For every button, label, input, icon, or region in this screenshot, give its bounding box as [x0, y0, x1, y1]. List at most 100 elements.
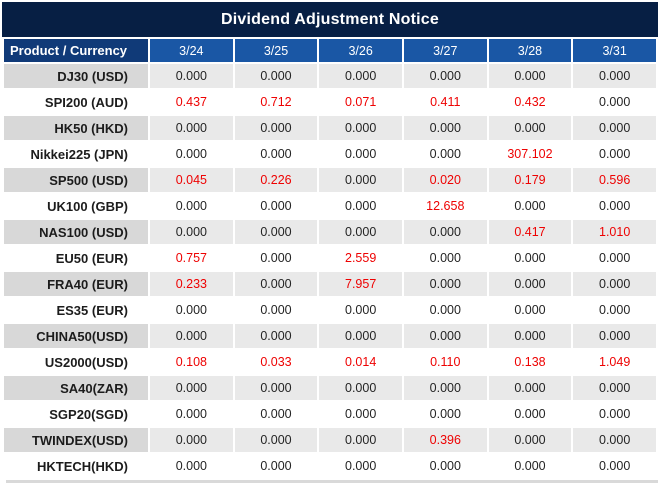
dividend-value-cell: 0.000: [319, 324, 402, 348]
product-name-cell: US2000(USD): [4, 350, 148, 374]
dividend-value-cell: 0.411: [403, 90, 487, 114]
dividend-value-cell: 0.000: [488, 298, 572, 322]
dividend-value-cell: 0.000: [488, 116, 572, 140]
table-row: DJ30 (USD) 0.000 0.000 0.000 0.000 0.000 0.000: [4, 64, 656, 88]
dividend-value-cell: 0.596: [573, 168, 656, 192]
dividend-value-cell: 0.000: [319, 168, 402, 192]
dividend-value-cell: 0.179: [488, 168, 572, 192]
dividend-value-cell: 0.000: [488, 324, 572, 348]
table-row: SP500 (USD) 0.045 0.226 0.000 0.020 0.179 0.59…: [4, 168, 656, 192]
table-row: UK100 (GBP) 0.000 0.000 0.000 12.658 0.000 0.0…: [4, 194, 656, 218]
dividend-value-cell: 0.000: [573, 90, 656, 114]
dividend-value-cell: 0.000: [150, 220, 233, 244]
dividend-value-cell: 0.138: [488, 350, 572, 374]
dividend-value-cell: 0.000: [403, 454, 487, 478]
dividend-value-cell: 0.020: [403, 168, 487, 192]
dividend-value-cell: 0.000: [488, 272, 572, 296]
dividend-value-cell: 0.000: [488, 402, 572, 426]
dividend-value-cell: 0.000: [488, 454, 572, 478]
dividend-value-cell: 307.102: [488, 142, 572, 166]
dividend-value-cell: 0.000: [150, 64, 233, 88]
dividend-value-cell: 0.000: [319, 64, 402, 88]
dividend-value-cell: 0.000: [573, 324, 656, 348]
dividend-value-cell: 0.000: [573, 194, 656, 218]
table-row: Nikkei225 (JPN) 0.000 0.000 0.000 0.000 307.1…: [4, 142, 656, 166]
dividend-value-cell: 0.000: [573, 272, 656, 296]
table-row: SGP20(SGD) 0.000 0.000 0.000 0.000 0.000 0.000: [4, 402, 656, 426]
dividend-value-cell: 7.957: [319, 272, 402, 296]
dividend-value-cell: 0.000: [234, 194, 318, 218]
dividend-value-cell: 0.033: [234, 350, 318, 374]
dividend-value-cell: 0.000: [150, 376, 233, 400]
dividend-value-cell: 0.000: [573, 428, 656, 452]
dividend-value-cell: 2.559: [319, 246, 402, 270]
dividend-value-cell: 0.757: [150, 246, 233, 270]
product-name-cell: NAS100 (USD): [4, 220, 148, 244]
dividend-value-cell: 0.000: [573, 298, 656, 322]
dividend-value-cell: 0.000: [319, 298, 402, 322]
product-name-cell: Nikkei225 (JPN): [4, 142, 148, 166]
dividend-value-cell: 0.000: [573, 246, 656, 270]
dividend-value-cell: 0.000: [150, 324, 233, 348]
dividend-value-cell: 0.000: [319, 402, 402, 426]
dividend-value-cell: 0.000: [573, 64, 656, 88]
table-bottom-shadow: [6, 480, 658, 483]
product-name-cell: SA40(ZAR): [4, 376, 148, 400]
date-column-header: 3/31: [573, 39, 656, 62]
dividend-value-cell: 0.437: [150, 90, 233, 114]
dividend-value-cell: 0.000: [234, 324, 318, 348]
dividend-value-cell: 0.000: [319, 428, 402, 452]
dividend-value-cell: 0.000: [234, 272, 318, 296]
dividend-value-cell: 0.226: [234, 168, 318, 192]
product-name-cell: TWINDEX(USD): [4, 428, 148, 452]
dividend-value-cell: 0.000: [488, 64, 572, 88]
dividend-value-cell: 0.432: [488, 90, 572, 114]
date-column-header: 3/24: [150, 39, 233, 62]
dividend-value-cell: 0.000: [403, 64, 487, 88]
table-row: HKTECH(HKD) 0.000 0.000 0.000 0.000 0.000 0.00…: [4, 454, 656, 478]
dividend-value-cell: 0.000: [234, 402, 318, 426]
date-column-header: 3/26: [319, 39, 402, 62]
table-row: EU50 (EUR) 0.757 0.000 2.559 0.000 0.000 0.000: [4, 246, 656, 270]
dividend-value-cell: 0.000: [234, 220, 318, 244]
dividend-value-cell: 0.000: [234, 298, 318, 322]
dividend-value-cell: 0.000: [319, 454, 402, 478]
dividend-value-cell: 0.000: [234, 428, 318, 452]
product-name-cell: DJ30 (USD): [4, 64, 148, 88]
table-row: SPI200 (AUD) 0.437 0.712 0.071 0.411 0.432 0.0…: [4, 90, 656, 114]
date-column-header: 3/28: [488, 39, 572, 62]
dividend-value-cell: 0.000: [150, 298, 233, 322]
table-row: TWINDEX(USD) 0.000 0.000 0.000 0.396 0.000 0.0…: [4, 428, 656, 452]
product-name-cell: HK50 (HKD): [4, 116, 148, 140]
product-name-cell: UK100 (GBP): [4, 194, 148, 218]
dividend-value-cell: 0.000: [488, 194, 572, 218]
dividend-value-cell: 0.000: [488, 428, 572, 452]
dividend-value-cell: 0.071: [319, 90, 402, 114]
product-name-cell: SP500 (USD): [4, 168, 148, 192]
dividend-value-cell: 0.000: [403, 142, 487, 166]
dividend-value-cell: 0.000: [150, 194, 233, 218]
dividend-value-cell: 1.010: [573, 220, 656, 244]
dividend-value-cell: 0.000: [403, 324, 487, 348]
table-row: HK50 (HKD) 0.000 0.000 0.000 0.000 0.000 0.000: [4, 116, 656, 140]
dividend-value-cell: 0.000: [234, 454, 318, 478]
dividend-value-cell: 0.000: [573, 376, 656, 400]
dividend-value-cell: 0.000: [234, 376, 318, 400]
product-name-cell: HKTECH(HKD): [4, 454, 148, 478]
dividend-value-cell: 0.108: [150, 350, 233, 374]
date-column-header: 3/27: [403, 39, 487, 62]
page-title: Dividend Adjustment Notice: [221, 10, 439, 28]
dividend-value-cell: 0.000: [573, 402, 656, 426]
dividend-value-cell: 0.000: [150, 402, 233, 426]
dividend-value-cell: 0.000: [488, 246, 572, 270]
dividend-value-cell: 0.000: [234, 64, 318, 88]
dividend-value-cell: 12.658: [403, 194, 487, 218]
dividend-value-cell: 0.000: [573, 142, 656, 166]
date-column-header: 3/25: [234, 39, 318, 62]
product-name-cell: SGP20(SGD): [4, 402, 148, 426]
table-row: CHINA50(USD) 0.000 0.000 0.000 0.000 0.000 0.0…: [4, 324, 656, 348]
product-name-cell: CHINA50(USD): [4, 324, 148, 348]
dividend-value-cell: 0.000: [319, 376, 402, 400]
dividend-value-cell: 0.000: [319, 116, 402, 140]
